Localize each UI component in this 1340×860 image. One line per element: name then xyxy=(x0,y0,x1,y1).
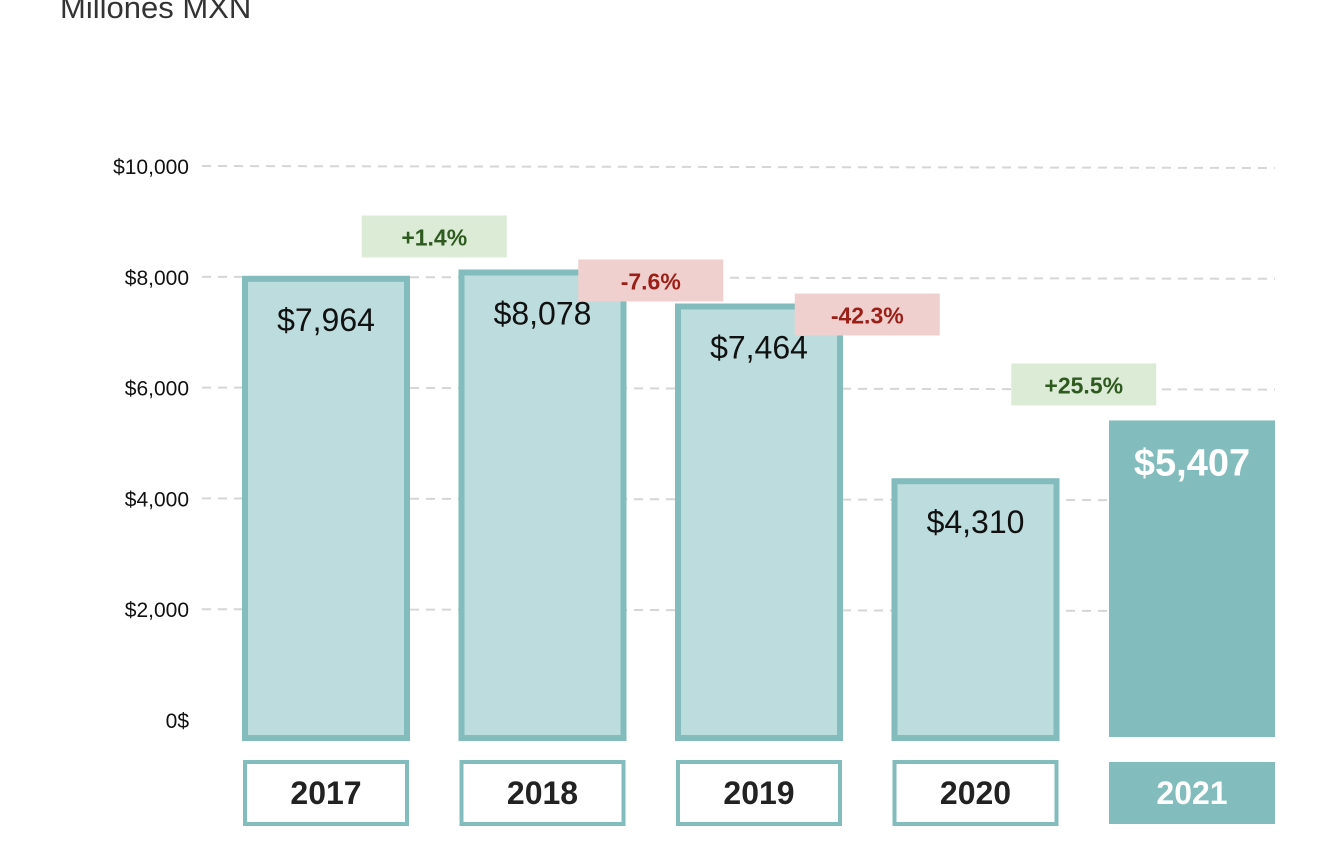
bar-value-label: $7,464 xyxy=(710,329,808,365)
gridline xyxy=(201,165,1276,169)
change-badge-negative xyxy=(578,259,724,302)
bar-value-label: $7,964 xyxy=(277,302,375,338)
y-tick-label: $4,000 xyxy=(125,488,189,511)
bar xyxy=(891,478,1060,741)
year-labels: 2017 2018 2019 2020 2021 xyxy=(243,760,1275,826)
bar-value-label: $5,407 xyxy=(1134,442,1250,484)
year-box-highlight xyxy=(1109,762,1275,824)
year-label: 2021 xyxy=(1156,775,1227,811)
bars: $7,964 $8,078 $7,464 $4,310 $5,407 xyxy=(242,269,1275,741)
y-tick-label: $10,000 xyxy=(113,156,189,179)
year-box xyxy=(459,760,626,826)
year-label: 2020 xyxy=(940,775,1011,811)
change-badge-positive xyxy=(361,215,507,258)
y-tick-label: 0$ xyxy=(166,710,190,733)
year-box xyxy=(676,760,842,826)
change-badges: +1.4% -7.6% -42.3% +25.5% xyxy=(361,215,1157,406)
year-box xyxy=(892,760,1059,826)
change-label: +25.5% xyxy=(1044,372,1123,398)
year-label: 2018 xyxy=(507,775,578,811)
bar-value-label: $8,078 xyxy=(494,295,592,331)
year-box xyxy=(243,760,409,826)
y-tick-label: $8,000 xyxy=(125,267,189,290)
change-badge-negative xyxy=(794,293,940,336)
y-tick-label: $2,000 xyxy=(125,599,189,622)
year-label: 2019 xyxy=(723,775,794,811)
year-label: 2017 xyxy=(290,775,361,811)
change-label: -7.6% xyxy=(621,268,681,294)
y-axis-ticks: $10,000 $8,000 $6,000 $4,000 $2,000 0$ xyxy=(113,156,189,733)
bar xyxy=(458,269,627,741)
y-tick-label: $6,000 xyxy=(125,378,189,401)
bar-value-label: $4,310 xyxy=(927,504,1025,540)
change-label: +1.4% xyxy=(401,224,467,250)
bar-highlight xyxy=(1109,420,1275,737)
bar xyxy=(242,275,410,741)
bar xyxy=(675,303,843,741)
change-badge-positive xyxy=(1011,363,1157,406)
change-label: -42.3% xyxy=(831,302,904,328)
chart-subtitle: Millones MXN xyxy=(60,0,251,25)
